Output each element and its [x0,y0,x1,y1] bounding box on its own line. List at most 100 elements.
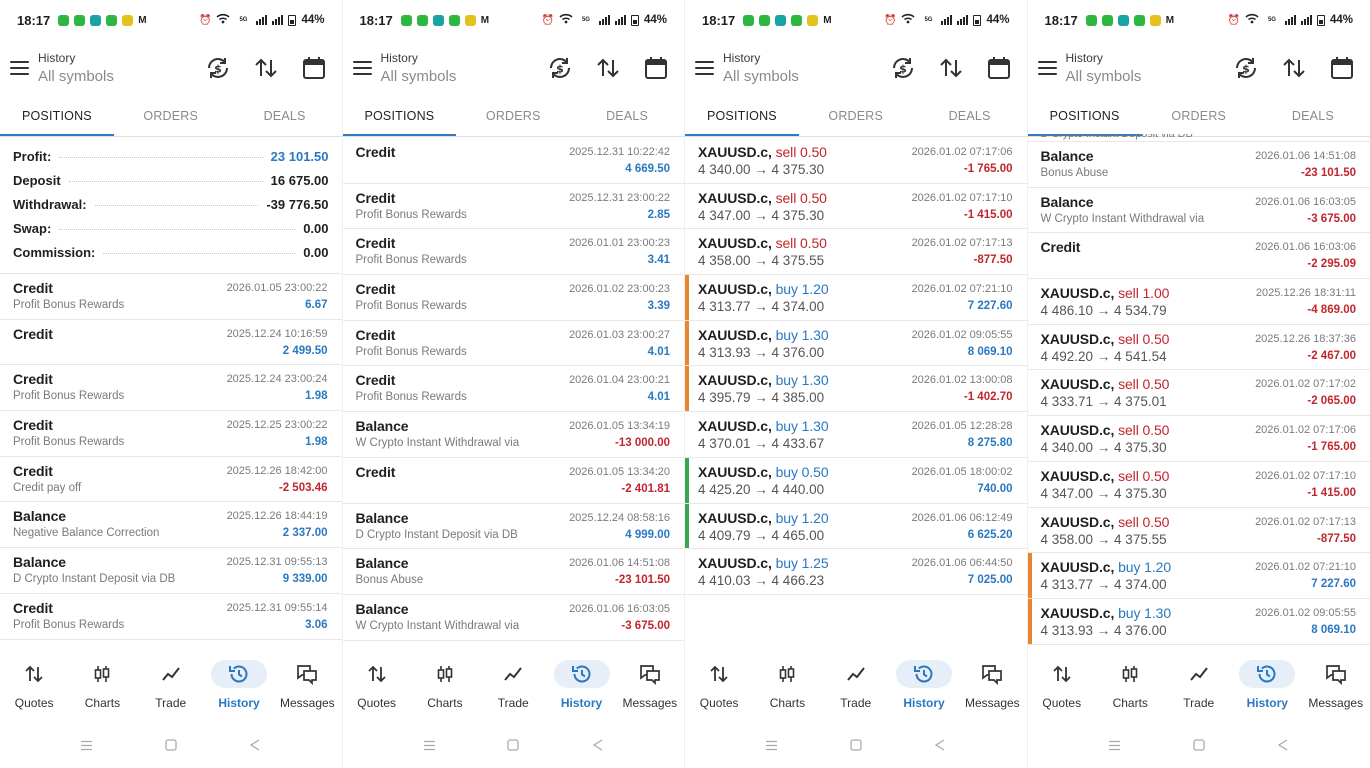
menu-icon[interactable] [1037,60,1057,75]
symbol-filter[interactable]: All symbols [723,67,799,85]
refresh-dollar-icon[interactable]: $ [204,54,232,82]
operation-row[interactable]: Credit 2025.12.24 10:16:59 2 499.50 [0,320,342,366]
sort-icon[interactable] [252,54,280,82]
deal-row[interactable]: XAUUSD.c, buy 0.50 4 425.20 → 4 440.00 202… [685,457,1027,504]
operation-row[interactable]: Credit 2026.01.06 16:03:06 -2 295.09 [1027,233,1370,280]
tab-orders[interactable]: ORDERS [828,109,884,123]
deal-row[interactable]: XAUUSD.c, sell 0.50 4 347.00 → 4 375.30 20… [685,184,1027,230]
operation-row[interactable]: Credit 2026.01.05 13:34:20 -2 401.81 [342,458,684,504]
operation-row[interactable]: Balance W Crypto Instant Withdrawal via 20… [1027,188,1370,234]
symbol-filter[interactable]: All symbols [380,67,457,85]
operation-row[interactable]: Balance Bonus Abuse 2026.01.06 14:51:08 -23… [342,549,684,595]
nav-trade[interactable]: Trade [137,652,205,722]
deal-row[interactable]: XAUUSD.c, buy 1.30 4 313.93 → 4 376.00 202… [685,320,1027,367]
nav-history[interactable]: History [547,652,615,722]
tab-positions[interactable]: POSITIONS [0,97,114,136]
tab-positions[interactable]: POSITIONS [685,97,799,136]
menu-icon[interactable] [352,60,372,75]
sort-icon[interactable] [594,54,622,82]
operation-row[interactable]: Balance Bonus Abuse 2026.01.06 14:51:08 -23… [1027,142,1370,188]
nav-history[interactable]: History [1233,652,1302,722]
back-icon[interactable] [1276,739,1290,751]
recents-icon[interactable] [422,739,436,751]
deal-row[interactable]: XAUUSD.c, sell 0.50 4 492.20 → 4 541.54 20… [1027,325,1370,371]
calendar-icon[interactable] [985,54,1013,82]
deal-row[interactable]: XAUUSD.c, sell 0.50 4 340.00 → 4 375.30 20… [1027,416,1370,462]
nav-quotes[interactable]: Quotes [343,652,411,722]
operation-row[interactable]: Credit Profit Bonus Rewards 2026.01.05 23:… [0,274,342,320]
deal-row[interactable]: XAUUSD.c, sell 1.00 4 486.10 → 4 534.79 20… [1027,279,1370,325]
operation-row[interactable]: Credit Profit Bonus Rewards 2025.12.25 23:… [0,411,342,457]
recents-icon[interactable] [765,739,779,751]
deal-row[interactable]: XAUUSD.c, sell 0.50 4 358.00 → 4 375.55 20… [685,229,1027,276]
nav-messages[interactable]: Messages [1302,652,1370,722]
tab-positions[interactable]: POSITIONS [342,97,457,136]
operation-row[interactable]: Balance W Crypto Instant Withdrawal via 20… [342,412,684,458]
recents-icon[interactable] [1108,739,1122,751]
nav-history[interactable]: History [205,652,273,722]
nav-quotes[interactable]: Quotes [0,652,68,722]
nav-charts[interactable]: Charts [1096,652,1165,722]
operation-row[interactable]: Balance Negative Balance Correction 2025.1… [0,502,342,549]
tab-deals[interactable]: DEALS [263,109,306,123]
nav-quotes[interactable]: Quotes [685,652,753,722]
nav-history[interactable]: History [890,652,958,722]
operation-row[interactable]: Credit Credit pay off 2025.12.26 18:42:00 -… [0,457,342,503]
deal-row[interactable]: XAUUSD.c, sell 0.50 4 347.00 → 4 375.30 20… [1027,462,1370,508]
sort-icon[interactable] [937,54,965,82]
operation-row[interactable]: Credit Profit Bonus Rewards 2025.12.31 09:… [0,594,342,640]
list-item-partial[interactable]: D Crypto Instant Deposit via DB [1027,134,1370,142]
operation-row[interactable]: Credit Profit Bonus Rewards 2026.01.03 23:… [342,321,684,367]
operation-row[interactable]: Balance D Crypto Instant Deposit via DB 20… [0,548,342,594]
tab-orders[interactable]: ORDERS [485,109,541,123]
back-icon[interactable] [590,739,604,751]
refresh-dollar-icon[interactable]: $ [1232,54,1260,82]
deal-row[interactable]: XAUUSD.c, buy 1.30 4 395.79 → 4 385.00 202… [685,366,1027,413]
deal-row[interactable]: XAUUSD.c, buy 1.30 4 313.93 → 4 376.00 202… [1027,598,1370,645]
deal-row[interactable]: XAUUSD.c, buy 1.20 4 409.79 → 4 465.00 202… [685,503,1027,550]
operation-row[interactable]: Balance D Crypto Instant Deposit via DB 20… [342,504,684,550]
nav-trade[interactable]: Trade [822,652,890,722]
tab-deals[interactable]: DEALS [606,109,649,123]
nav-trade[interactable]: Trade [1165,652,1234,722]
nav-quotes[interactable]: Quotes [1028,652,1097,722]
deal-row[interactable]: XAUUSD.c, sell 0.50 4 358.00 → 4 375.55 20… [1027,508,1370,554]
back-icon[interactable] [248,739,262,751]
operation-row[interactable]: Balance W Crypto Instant Withdrawal via 20… [342,595,684,641]
tab-positions[interactable]: POSITIONS [1027,97,1142,136]
symbol-filter[interactable]: All symbols [1065,67,1142,85]
nav-messages[interactable]: Messages [273,652,341,722]
home-icon[interactable] [1192,739,1206,751]
deal-row[interactable]: XAUUSD.c, buy 1.25 4 410.03 → 4 466.23 202… [685,549,1027,595]
back-icon[interactable] [933,739,947,751]
operation-row[interactable]: Credit Profit Bonus Rewards 2026.01.01 23:… [342,229,684,276]
refresh-dollar-icon[interactable]: $ [889,54,917,82]
calendar-icon[interactable] [642,54,670,82]
operation-row[interactable]: Credit 2025.12.31 10:22:42 4 669.50 [342,138,684,184]
nav-charts[interactable]: Charts [68,652,136,722]
tab-deals[interactable]: DEALS [1291,109,1334,123]
menu-icon[interactable] [10,60,29,75]
menu-icon[interactable] [695,60,714,75]
home-icon[interactable] [849,739,863,751]
operation-row[interactable]: Credit Profit Bonus Rewards 2025.12.24 23:… [0,365,342,412]
operation-row[interactable]: Credit Profit Bonus Rewards 2026.01.04 23:… [342,366,684,413]
home-icon[interactable] [164,739,178,751]
nav-charts[interactable]: Charts [753,652,821,722]
operation-row[interactable]: Credit Profit Bonus Rewards 2025.12.31 23:… [342,184,684,230]
recents-icon[interactable] [80,739,94,751]
deal-row[interactable]: XAUUSD.c, buy 1.20 4 313.77 → 4 374.00 202… [1027,553,1370,599]
tab-orders[interactable]: ORDERS [1171,109,1227,123]
nav-trade[interactable]: Trade [479,652,547,722]
tab-orders[interactable]: ORDERS [143,109,199,123]
calendar-icon[interactable] [1328,54,1356,82]
calendar-icon[interactable] [300,54,328,82]
nav-messages[interactable]: Messages [616,652,684,722]
symbol-filter[interactable]: All symbols [38,67,114,85]
nav-messages[interactable]: Messages [958,652,1026,722]
sort-icon[interactable] [1280,54,1308,82]
deal-row[interactable]: XAUUSD.c, sell 0.50 4 340.00 → 4 375.30 20… [685,138,1027,184]
deal-row[interactable]: XAUUSD.c, sell 0.50 4 333.71 → 4 375.01 20… [1027,370,1370,417]
home-icon[interactable] [506,739,520,751]
deal-row[interactable]: XAUUSD.c, buy 1.20 4 313.77 → 4 374.00 202… [685,275,1027,321]
